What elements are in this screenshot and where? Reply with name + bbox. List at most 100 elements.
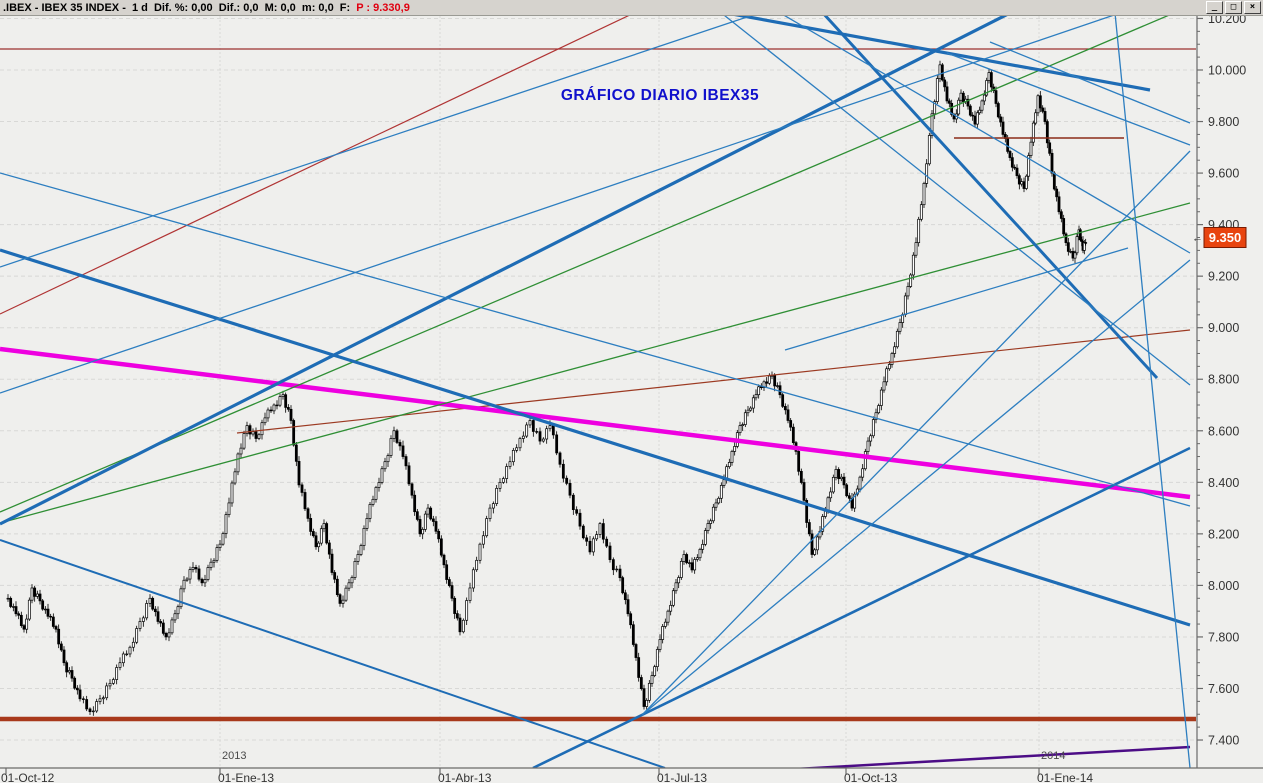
trend-line-blue-thick-neckline[interactable] [655, 16, 1151, 92]
candle-body [1027, 155, 1031, 177]
trend-line-blue-thin-descending-long[interactable] [0, 172, 1191, 507]
candle-body [518, 438, 522, 449]
trend-line-blue-thick-descending[interactable] [0, 248, 1191, 627]
candle-body [167, 632, 171, 638]
candle-body [933, 101, 937, 115]
candle-body [38, 593, 42, 602]
candle-body [51, 616, 55, 627]
candle-body [909, 274, 913, 287]
candle-body [67, 670, 71, 673]
trend-line-blue-fan-2[interactable] [641, 259, 1191, 716]
candle-body [719, 485, 723, 499]
y-axis-label: 8.200 [1208, 527, 1239, 541]
candle-body [418, 519, 422, 535]
y-axis-label: 7.400 [1208, 734, 1239, 748]
candle-body [191, 567, 195, 570]
candle-body [319, 528, 323, 544]
candle-body [41, 600, 45, 610]
candle-body [959, 92, 963, 101]
candle-body [148, 597, 152, 604]
trend-line-blue-fan-3[interactable] [641, 150, 1191, 716]
chart-canvas[interactable]: GRÁFICO DIARIO IBEX35 2013 2014 10.200 10.00… [0, 12, 1263, 783]
candle-body [266, 409, 270, 419]
trend-line-blue-thin-descending-a[interactable] [758, 16, 1191, 254]
candle-body [980, 100, 984, 111]
candle-body [917, 218, 921, 244]
candle-body [105, 685, 109, 699]
candle-body [505, 466, 509, 479]
candle-body [945, 86, 949, 102]
candle-body [141, 617, 145, 622]
candle-body [159, 621, 163, 624]
candle-body [206, 567, 210, 580]
trend-line-blue-thin-descending-b[interactable] [705, 16, 1191, 386]
window-controls: _ □ × [1206, 1, 1261, 14]
trend-line-blue-thin-from-peak-1[interactable] [946, 52, 1191, 146]
trend-line-blue-steep-right[interactable] [1114, 16, 1191, 768]
trend-line-green-channel-lower[interactable] [0, 202, 1191, 524]
candlestick-series [6, 60, 1088, 716]
x-axis-label: 01-Ene-14 [1037, 771, 1093, 783]
candle-body [789, 420, 793, 428]
candle-body [233, 471, 237, 484]
candle-body [173, 613, 177, 621]
y-axis-label: 9.600 [1208, 167, 1239, 181]
candle-body [6, 597, 10, 600]
trend-line-blue-thick-steep-descending[interactable] [811, 16, 1159, 380]
candle-body [767, 375, 771, 384]
chart-background [0, 16, 1263, 783]
candle-body [445, 564, 449, 580]
minimize-button-icon[interactable]: _ [1206, 1, 1223, 14]
maximize-button-icon[interactable]: □ [1225, 1, 1242, 14]
candle-body [914, 242, 918, 256]
candle-body [1073, 252, 1077, 259]
window-title-bar: .IBEX - IBEX 35 INDEX - 1 d Dif. %: 0,00… [0, 0, 1263, 16]
trend-line-blue-thin-ascending-left[interactable] [0, 16, 759, 268]
close-button-icon[interactable]: × [1244, 1, 1261, 14]
trend-line-blue-thick-ascending[interactable] [0, 16, 1010, 526]
y-axis-label: 7.600 [1208, 682, 1239, 696]
candle-body [738, 425, 742, 434]
candle-body [903, 295, 907, 315]
y-axis-label: 8.600 [1208, 424, 1239, 438]
candle-body [906, 286, 910, 297]
candle-body [1066, 242, 1070, 252]
trend-line-blue-thin-segment[interactable] [784, 247, 1129, 351]
candle-body [807, 522, 811, 535]
candle-body [947, 100, 951, 104]
trend-line-purple-ascending[interactable] [795, 745, 1191, 769]
candle-body [125, 653, 129, 656]
trend-line-blue-thin-ascending-long[interactable] [0, 16, 1120, 394]
trend-line-red-ascending[interactable] [0, 16, 634, 315]
candle-body [465, 600, 469, 621]
candle-body [639, 677, 643, 690]
candle-body [1055, 188, 1059, 198]
candle-body [392, 430, 396, 439]
candle-body [314, 535, 318, 548]
candle-body [611, 559, 615, 571]
candle-body [938, 64, 942, 79]
candle-body [1059, 211, 1063, 219]
candle-body [879, 389, 883, 406]
y-axis-label: 10.000 [1208, 64, 1246, 78]
candle-body [829, 491, 833, 499]
candle-body [701, 543, 705, 550]
candle-body [642, 688, 646, 707]
trend-line-blue-thin-from-peak-2[interactable] [989, 41, 1191, 124]
candle-body [221, 533, 225, 545]
candle-body [395, 430, 399, 443]
candle-body [655, 649, 659, 668]
candle-body [1020, 181, 1024, 185]
trend-line-brown-ascending[interactable] [236, 329, 1191, 434]
trend-line-magenta-descending-thick[interactable] [0, 346, 1191, 500]
y-axis-label: 9.000 [1208, 321, 1239, 335]
candle-body [131, 641, 135, 648]
trend-line-green-channel-upper[interactable] [0, 16, 1174, 513]
candle-body [1078, 229, 1082, 241]
candle-body [847, 495, 851, 499]
candle-body [663, 621, 667, 627]
candle-body [650, 675, 654, 684]
plot-area[interactable]: GRÁFICO DIARIO IBEX35 2013 2014 [0, 16, 1197, 769]
trend-line-blue-descending-left[interactable] [0, 539, 666, 768]
candle-body [1045, 121, 1049, 144]
